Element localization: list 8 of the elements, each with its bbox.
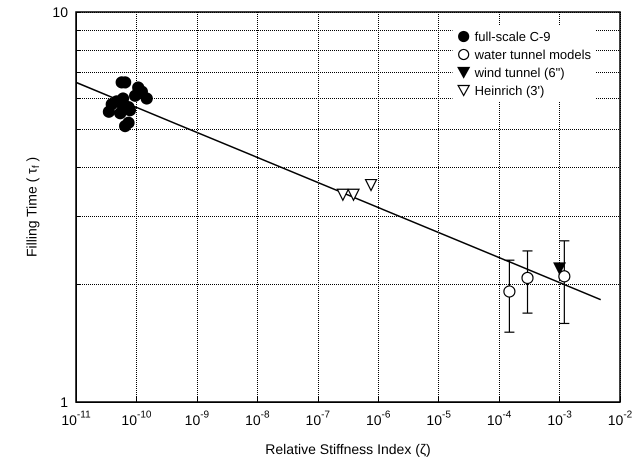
legend-label: Heinrich (3') (474, 83, 544, 98)
legend-label: water tunnel models (474, 47, 592, 62)
y-tick-label: 1 (60, 394, 68, 410)
legend-label: full-scale C-9 (474, 29, 551, 44)
legend-label: wind tunnel (6") (474, 65, 565, 80)
x-axis-title: Relative Stiffness Index (ζ) (265, 441, 431, 457)
y-tick-label: 10 (52, 4, 68, 20)
y-axis-title: Filling Time ( τf ) (24, 156, 42, 258)
